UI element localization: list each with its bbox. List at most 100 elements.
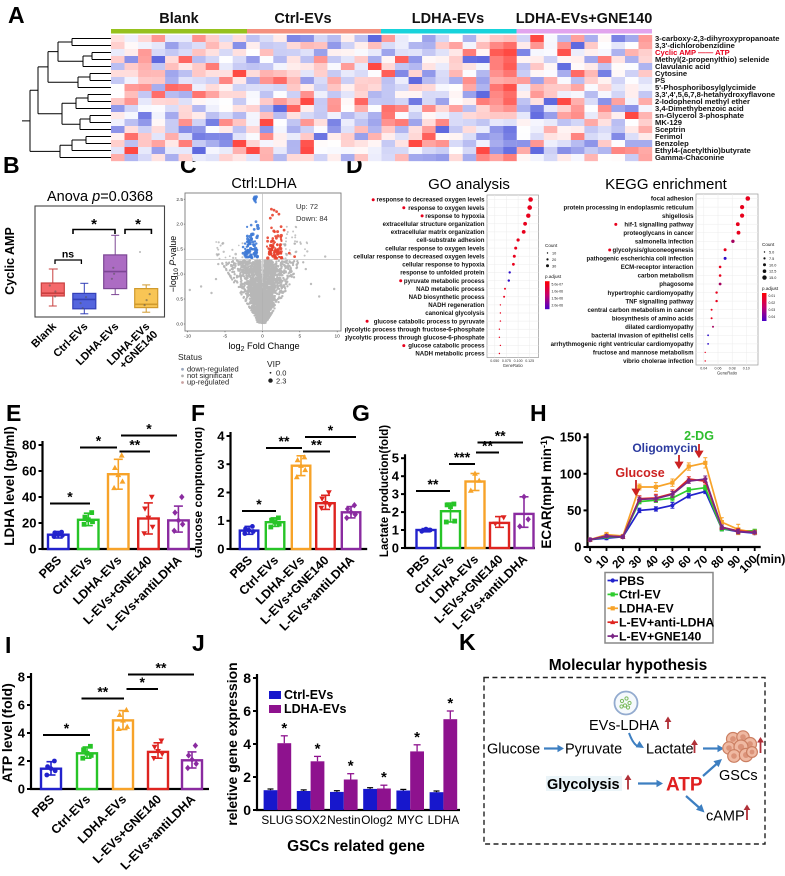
svg-text:LDHA-EVs+GNE140: LDHA-EVs+GNE140: [516, 11, 653, 27]
svg-text:pathogenic escherichia coli in: pathogenic escherichia coli infection: [586, 256, 693, 263]
svg-text:*: *: [348, 758, 354, 775]
svg-text:PBS: PBS: [29, 792, 57, 820]
svg-text:40: 40: [22, 490, 36, 505]
svg-text:arrhythmogenic right ventricul: arrhythmogenic right ventricular cardiom…: [551, 341, 695, 348]
svg-text:40: 40: [643, 554, 661, 572]
svg-text:2.0: 2.0: [176, 222, 183, 228]
svg-text:60: 60: [22, 464, 36, 479]
svg-text:NADH regeneration: NADH regeneration: [428, 302, 484, 309]
svg-text:50: 50: [567, 503, 581, 518]
svg-text:*: *: [256, 496, 262, 512]
svg-text:Pyruvate: Pyruvate: [565, 742, 622, 758]
svg-text:LDHA level (pg/ml): LDHA level (pg/ml): [2, 426, 17, 546]
svg-text:6: 6: [243, 703, 251, 719]
svg-text:150: 150: [560, 430, 582, 445]
svg-text:Ctrl-EV: Ctrl-EV: [619, 588, 661, 602]
svg-text:5.0: 5.0: [769, 251, 774, 255]
svg-text:20: 20: [552, 258, 556, 262]
svg-text:10: 10: [335, 334, 341, 340]
svg-text:7.5: 7.5: [769, 257, 774, 261]
svg-text:Lactate: Lactate: [646, 742, 694, 758]
svg-text:0: 0: [574, 540, 581, 555]
svg-text:**: **: [97, 684, 108, 700]
svg-text:response to oxygen levels: response to oxygen levels: [408, 205, 485, 212]
svg-text:focal adhesion: focal adhesion: [651, 196, 694, 203]
svg-text:0: 0: [261, 334, 264, 340]
svg-text:**: **: [279, 433, 290, 449]
svg-text:2-Iodophenol methyl ether: 2-Iodophenol methyl ether: [655, 97, 750, 106]
svg-text:10: 10: [594, 554, 612, 572]
svg-text:fructose and mannose metabolis: fructose and mannose metabolism: [593, 350, 694, 357]
svg-text:−log10 P-value: −log10 P-value: [168, 236, 180, 293]
svg-text:2.0e-06: 2.0e-06: [552, 303, 564, 307]
svg-text:1.5e-06: 1.5e-06: [552, 296, 564, 300]
svg-text:glucose catabolic process to p: glucose catabolic process to pyruvate: [374, 318, 485, 325]
svg-text:Up: 72: Up: 72: [296, 202, 318, 211]
svg-text:*: *: [91, 216, 97, 233]
svg-text:3: 3: [392, 487, 399, 502]
svg-text:response to decreased oxygen l: response to decreased oxygen levels: [376, 197, 485, 204]
svg-text:Glucose: Glucose: [487, 742, 540, 758]
svg-text:TNF signalling pathway: TNF signalling pathway: [625, 298, 694, 305]
svg-text:sn-Glycerol 3-phosphate: sn-Glycerol 3-phosphate: [655, 111, 744, 120]
svg-text:Ctrl-EVs: Ctrl-EVs: [284, 688, 333, 702]
svg-text:glycolytic process through glu: glycolytic process through glucose-6-pho…: [345, 335, 485, 342]
svg-text:Count: Count: [762, 242, 775, 247]
svg-text:Ethyl4-(acetylthio)butyrate: Ethyl4-(acetylthio)butyrate: [655, 146, 751, 155]
svg-text:SOX2: SOX2: [295, 813, 326, 827]
svg-text:15.0: 15.0: [769, 276, 776, 280]
svg-text:2.3: 2.3: [276, 377, 286, 386]
svg-text:cellular response to hypoxia: cellular response to hypoxia: [402, 262, 485, 269]
svg-text:0.08: 0.08: [729, 367, 736, 371]
svg-text:Molecular hypothesis: Molecular hypothesis: [549, 657, 707, 674]
svg-text:20: 20: [22, 516, 36, 531]
svg-text:*: *: [281, 720, 287, 737]
svg-text:1: 1: [392, 523, 399, 538]
svg-text:hypertrophic cardiomyopathy: hypertrophic cardiomyopathy: [607, 290, 694, 297]
svg-text:*: *: [414, 729, 420, 746]
svg-text:pyruvate metabolic process: pyruvate metabolic process: [404, 278, 485, 285]
svg-text:L-EV+GNE140: L-EV+GNE140: [619, 629, 702, 643]
svg-text:LDHA: LDHA: [428, 813, 460, 827]
svg-text:Nestin: Nestin: [327, 813, 360, 827]
svg-text:MK-129: MK-129: [655, 118, 682, 127]
svg-text:extracellular matrix organizat: extracellular matrix organization: [391, 229, 485, 236]
svg-text:phagosome: phagosome: [659, 281, 694, 288]
svg-text:8: 8: [18, 670, 25, 685]
svg-text:Status: Status: [178, 352, 202, 362]
svg-text:GO analysis: GO analysis: [428, 176, 510, 193]
svg-text:2: 2: [217, 485, 224, 500]
svg-text:*: *: [381, 769, 387, 786]
svg-text:not significant: not significant: [187, 371, 234, 380]
svg-text:Lactate production(fold): Lactate production(fold): [379, 425, 391, 557]
svg-text:*: *: [328, 422, 334, 438]
svg-text:bacterial invasion of epitheli: bacterial invasion of epithelisl cells: [591, 333, 694, 340]
svg-text:Glucose conption(fold): Glucose conption(fold): [195, 427, 205, 558]
svg-text:**: **: [311, 437, 322, 453]
svg-text:5: 5: [392, 451, 399, 466]
svg-text:Count: Count: [545, 243, 558, 248]
svg-text:L-EV+anti-LDHA: L-EV+anti-LDHA: [619, 616, 714, 630]
svg-text:50: 50: [660, 554, 678, 572]
svg-text:6: 6: [18, 698, 25, 713]
svg-text:2: 2: [18, 754, 25, 769]
svg-text:**: **: [428, 476, 439, 492]
svg-text:30: 30: [627, 554, 645, 572]
svg-text:*: *: [447, 695, 453, 712]
svg-text:4: 4: [243, 736, 251, 752]
svg-text:GeneRatio: GeneRatio: [717, 371, 738, 376]
svg-text:0.075: 0.075: [502, 359, 511, 363]
svg-text:3,3',4',5,6,7,8-hetahydroxyfla: 3,3',4',5,6,7,8-hetahydroxyflavone: [655, 90, 775, 99]
svg-text:8: 8: [243, 670, 251, 686]
svg-text:central carbon metabolism in c: central carbon metabolism in cancer: [587, 307, 694, 314]
svg-text:0.10: 0.10: [743, 367, 750, 371]
svg-text:biosynthesis of amino acids: biosynthesis of amino acids: [612, 315, 694, 322]
svg-text:proteoglycans in cancer: proteoglycans in cancer: [623, 230, 694, 237]
svg-text:*: *: [96, 433, 102, 449]
svg-text:0.06: 0.06: [715, 367, 722, 371]
svg-text:p.adjust: p.adjust: [762, 286, 779, 291]
svg-text:**: **: [495, 428, 506, 444]
svg-text:Clavulanic acid: Clavulanic acid: [655, 62, 711, 71]
svg-text:3: 3: [217, 457, 224, 472]
svg-text:response to unfolded protein: response to unfolded protein: [400, 270, 485, 277]
